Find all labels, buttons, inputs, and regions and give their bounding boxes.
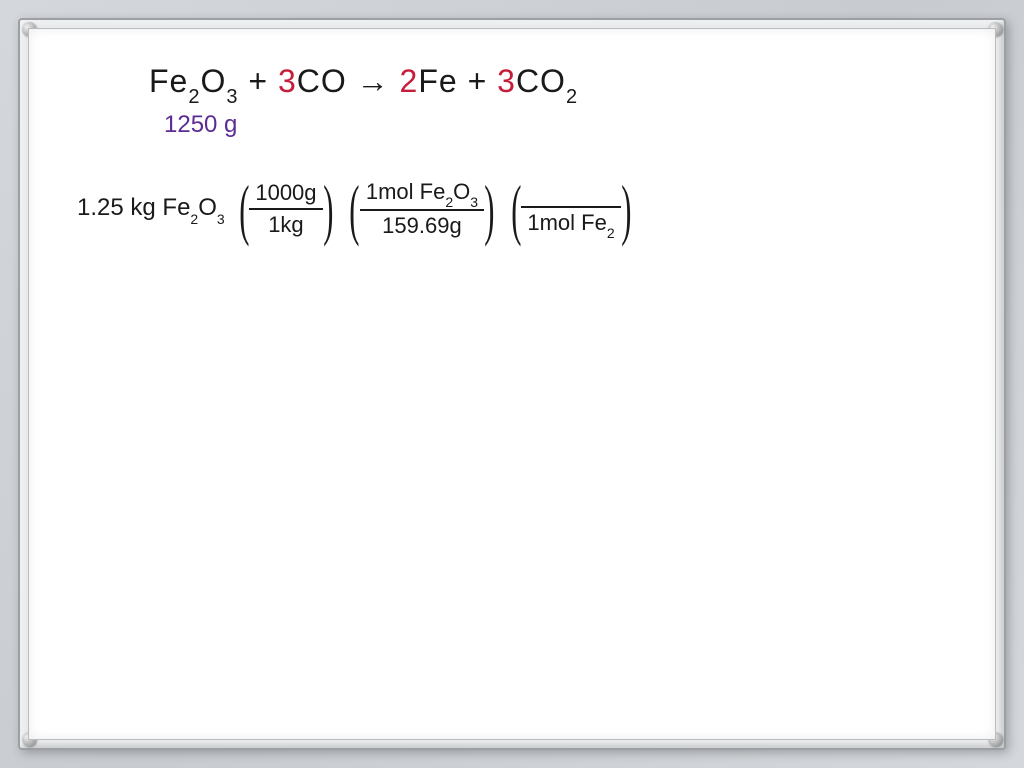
- frac2-num-a: 1mol Fe: [366, 179, 445, 204]
- coef-co: 3: [278, 63, 297, 99]
- given-unit: g: [217, 111, 237, 138]
- conversion-factor-2: ( 1mol Fe2O3 159.69g ): [343, 179, 501, 239]
- reactant-fe2o3-fe: Fe: [149, 63, 188, 99]
- start-value: 1.25: [77, 194, 124, 221]
- frac2-num-b: O: [453, 179, 470, 204]
- frac-3: 1mol Fe2: [521, 180, 620, 238]
- reactant-fe2o3-sub1: 2: [188, 86, 200, 108]
- product-co2-sub: 2: [566, 86, 578, 108]
- start-sub1: 2: [190, 211, 198, 227]
- conversion-factor-1: ( 1000g 1kg ): [233, 180, 340, 238]
- frac-2: 1mol Fe2O3 159.69g: [360, 179, 484, 239]
- frac2-den: 159.69g: [376, 213, 468, 239]
- coef-co2: 3: [497, 63, 516, 99]
- reaction-arrow: →: [357, 63, 390, 99]
- product-co2: CO: [516, 63, 566, 99]
- paren-open-2: (: [349, 184, 359, 235]
- frac2-num-sub1: 2: [445, 194, 453, 210]
- paren-open-1: (: [239, 184, 249, 235]
- paren-close-2: ): [484, 184, 494, 235]
- frac3-den: 1mol Fe2: [521, 210, 620, 238]
- frac3-den-sub1: 2: [607, 225, 615, 241]
- plus-1: +: [248, 63, 268, 99]
- frac3-den-a: 1mol Fe: [527, 210, 606, 235]
- start-unit-kgfe: kg Fe: [130, 194, 190, 221]
- frac3-bar: [521, 206, 620, 208]
- coef-fe: 2: [400, 63, 419, 99]
- frac1-bar: [249, 208, 322, 210]
- chemical-equation: Fe2O3 + 3CO → 2Fe + 3CO2: [149, 63, 578, 105]
- given-mass: 1250 g: [164, 111, 237, 139]
- frac-1: 1000g 1kg: [249, 180, 322, 238]
- starting-amount: 1.25 kg Fe2O3: [77, 194, 225, 224]
- reactant-fe2o3-sub2: 3: [226, 86, 238, 108]
- start-o: O: [198, 194, 217, 221]
- frac2-num-sub2: 3: [470, 194, 478, 210]
- start-sub2: 3: [217, 211, 225, 227]
- paren-close-1: ): [323, 184, 333, 235]
- whiteboard-frame: Fe2O3 + 3CO → 2Fe + 3CO2 1250 g 1.25 kg …: [18, 18, 1006, 750]
- paren-open-3: (: [511, 184, 521, 235]
- conversion-factor-3: ( 1mol Fe2 ): [505, 180, 638, 238]
- frac1-den: 1kg: [262, 212, 309, 238]
- reactant-co: CO: [297, 63, 347, 99]
- paren-close-3: ): [621, 184, 631, 235]
- dimensional-analysis: 1.25 kg Fe2O3 ( 1000g 1kg ) ( 1mol Fe2O3: [77, 179, 639, 239]
- frac3-num-empty: [541, 180, 601, 204]
- frac2-num: 1mol Fe2O3: [360, 179, 484, 207]
- given-value: 1250: [164, 111, 217, 138]
- whiteboard-surface: Fe2O3 + 3CO → 2Fe + 3CO2 1250 g 1.25 kg …: [28, 28, 996, 740]
- frac2-bar: [360, 209, 484, 211]
- frac1-num: 1000g: [249, 180, 322, 206]
- reactant-fe2o3-o: O: [200, 63, 226, 99]
- product-fe: Fe +: [418, 63, 487, 99]
